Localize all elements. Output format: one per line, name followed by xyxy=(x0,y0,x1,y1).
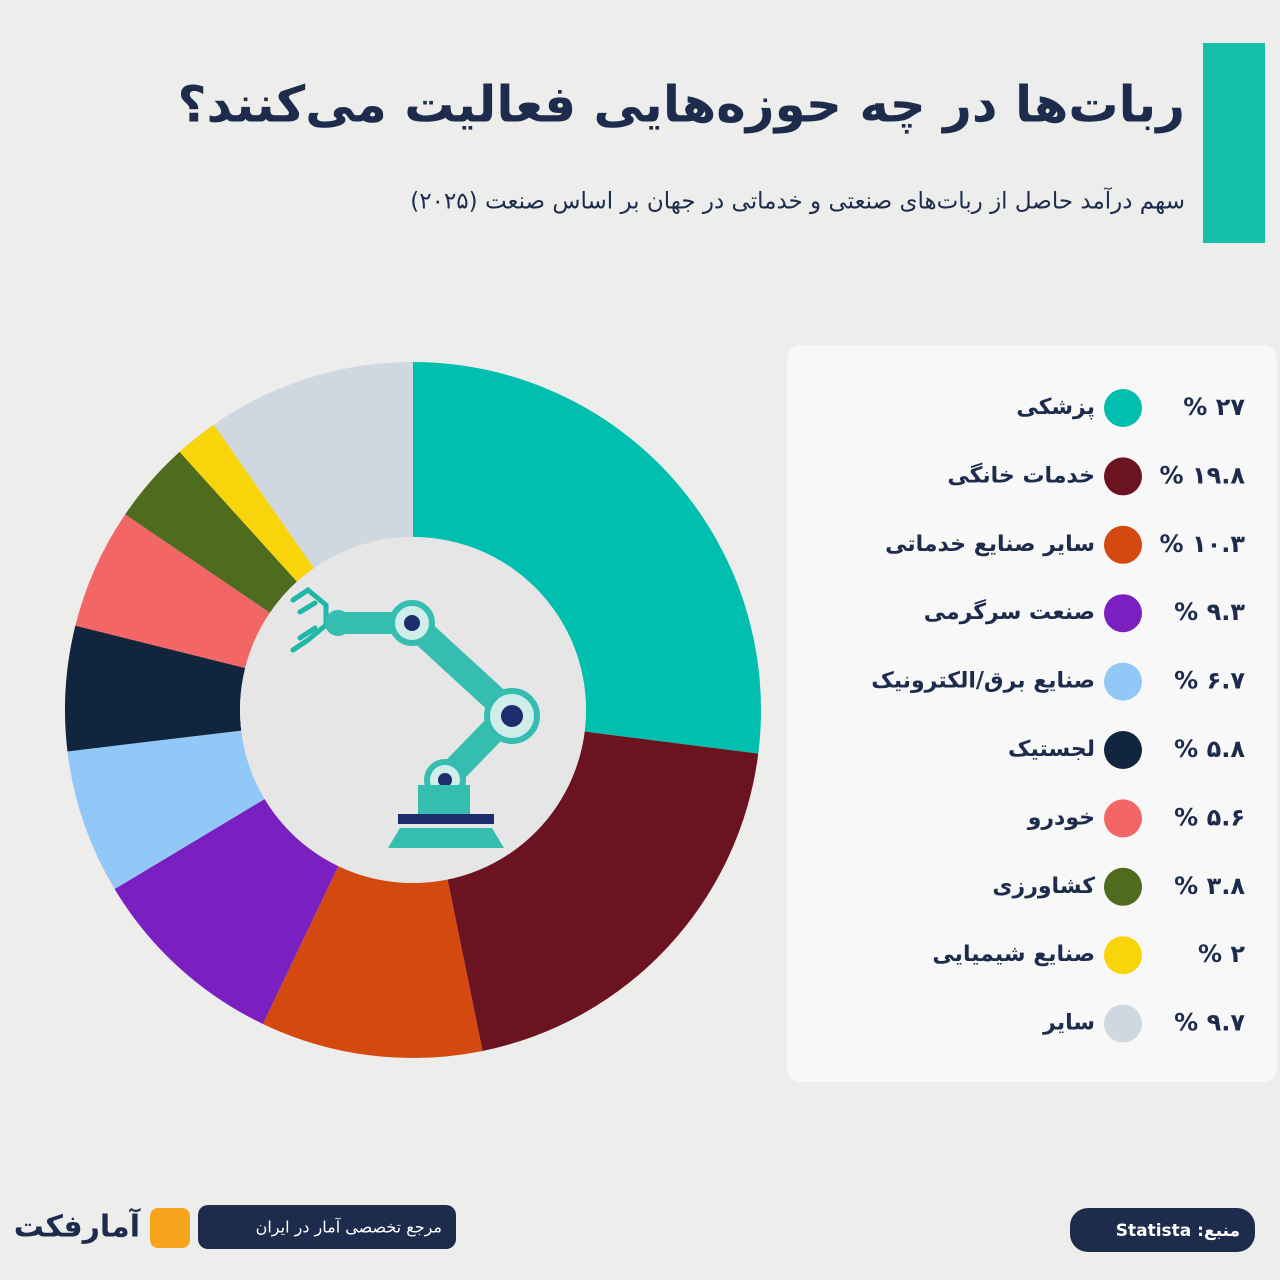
legend-swatch xyxy=(1104,731,1142,769)
legend-swatch xyxy=(1104,594,1142,633)
robot-icon xyxy=(240,537,586,883)
legend-label: سایر xyxy=(1042,1011,1095,1036)
legend-value: ۶.۷ % xyxy=(1174,667,1245,695)
source-box xyxy=(1070,1208,1255,1252)
legend-label: کشاورزی xyxy=(992,874,1095,899)
brand-icon xyxy=(150,1208,190,1248)
legend-label: صنایع شیمیایی xyxy=(932,942,1095,967)
slice xyxy=(65,625,246,752)
legend-swatch xyxy=(1104,389,1142,427)
donut xyxy=(65,362,761,1058)
slice xyxy=(125,451,297,613)
slice xyxy=(447,731,759,1051)
legend-value: ۱۹.۸ % xyxy=(1160,461,1246,489)
source: منبع: Statista xyxy=(1116,1221,1240,1241)
legend-value: ۵.۸ % xyxy=(1174,735,1245,763)
legend-value: ۳.۸ % xyxy=(1174,872,1245,900)
slice xyxy=(75,514,270,669)
legend-value: ۲۷ % xyxy=(1183,393,1245,421)
slice xyxy=(114,798,339,1024)
slice xyxy=(213,362,413,569)
legend-label: پزشکی xyxy=(1016,395,1095,420)
legend-swatch xyxy=(1104,867,1142,906)
legend-label: خودرو xyxy=(1027,805,1095,830)
legend-label: سایر صنایع خدماتی xyxy=(885,532,1095,557)
slice xyxy=(262,866,483,1058)
legend-swatch xyxy=(1104,457,1142,496)
chart-title: ربات‌ها در چه حوزه‌هایی فعالیت می‌کنند؟ xyxy=(177,76,1185,135)
legend-label: خدمات خانگی xyxy=(947,461,1095,488)
tagline-box xyxy=(198,1205,456,1249)
legend-swatch xyxy=(1104,1004,1142,1043)
legend-value: ۹.۷ % xyxy=(1174,1009,1245,1037)
slice xyxy=(67,730,265,890)
slice xyxy=(413,362,761,754)
legend-swatch xyxy=(1104,799,1142,838)
legend-panel xyxy=(787,345,1277,1082)
chart-subtitle: سهم درآمد حاصل از ربات‌های صنعتی و خدمات… xyxy=(410,187,1185,215)
legend-label: صنایع برق/الکترونیک xyxy=(871,669,1095,694)
title-accent xyxy=(1203,43,1265,243)
legend-label: لجستیک xyxy=(1008,737,1095,762)
legend-value: ۹.۳ % xyxy=(1174,598,1245,626)
legend-swatch xyxy=(1104,662,1142,701)
legend: پزشکی ۲۷ % خدمات خانگی ۱۹.۸ % سایر صنایع خدم… xyxy=(871,389,1245,1043)
legend-value: ۲ % xyxy=(1198,940,1245,968)
legend-label: صنعت سرگرمی xyxy=(924,598,1095,625)
tagline: مرجع تخصصی آمار در ایران xyxy=(256,1218,442,1238)
slice xyxy=(179,424,314,582)
brand: آمارفکت xyxy=(14,1208,141,1245)
legend-value: ۵.۶ % xyxy=(1174,803,1245,831)
legend-swatch xyxy=(1104,936,1142,975)
legend-swatch xyxy=(1104,525,1142,564)
legend-value: ۱۰.۳ % xyxy=(1160,530,1246,558)
